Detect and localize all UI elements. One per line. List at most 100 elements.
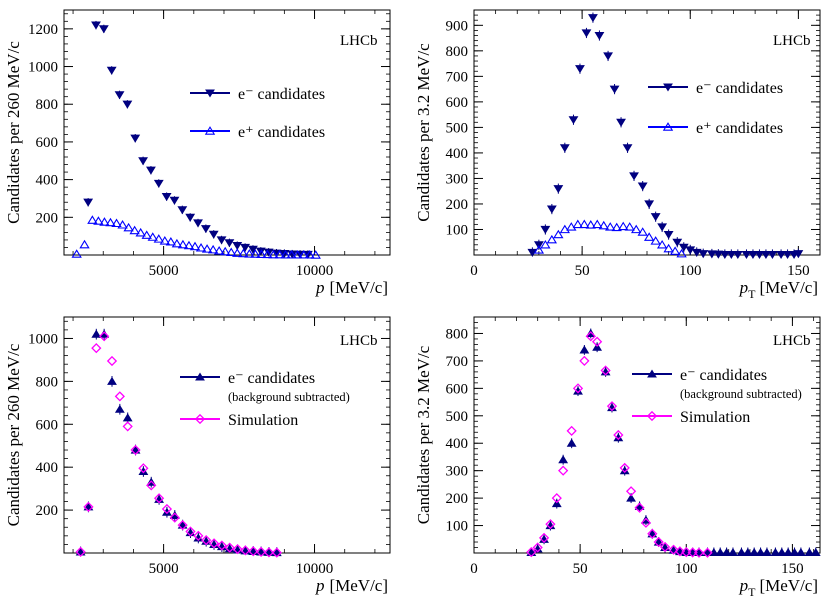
data-point <box>146 166 156 175</box>
data-point <box>263 547 275 558</box>
plot-frame <box>63 316 391 554</box>
data-point <box>741 250 752 260</box>
chart-panel-bottom-right: 0 50 100 150 100 200 300 400 500 600 700 800 Candida… <box>414 316 821 599</box>
legend-marker <box>195 372 205 381</box>
data-point <box>153 179 164 188</box>
data-point <box>193 530 204 541</box>
data-point <box>585 331 596 342</box>
plot-frame <box>473 316 821 554</box>
data-point <box>171 238 183 248</box>
x-axis-label: p [MeV/c] <box>315 278 388 297</box>
x-tick-label: 100 <box>675 561 698 577</box>
data-point <box>742 547 753 557</box>
data-point <box>213 246 225 255</box>
x-tick-label: 50 <box>575 263 590 279</box>
data-point <box>161 193 172 202</box>
y-tick-label: 600 <box>36 417 59 433</box>
data-point <box>532 542 543 553</box>
data-point <box>572 219 583 229</box>
legend-entry-0: e⁻ candidates (background subtracted) <box>180 370 350 404</box>
y-tick-label: 700 <box>446 69 469 85</box>
data-point <box>625 486 637 497</box>
x-axis-unit: [MeV/c] <box>759 576 818 595</box>
data-point <box>129 225 140 235</box>
data-point <box>216 236 227 245</box>
lhcb-label: LHCb <box>340 333 378 349</box>
data-point <box>668 544 679 555</box>
data-point <box>146 480 157 491</box>
data-point <box>659 541 671 553</box>
legend-marker <box>662 122 674 131</box>
data-point <box>208 538 220 549</box>
legend-label: e⁻ candidates <box>228 370 315 387</box>
y-tick-label: 700 <box>446 354 469 370</box>
data-point <box>728 547 738 557</box>
legend-sublabel: (background subtracted) <box>680 387 802 401</box>
data-point <box>274 249 285 259</box>
data-point <box>776 250 786 260</box>
data-point <box>726 250 737 260</box>
y-tick-label: 100 <box>446 222 469 238</box>
data-point <box>669 246 681 255</box>
data-point <box>558 465 569 476</box>
data-point <box>91 21 101 30</box>
data-point <box>93 216 104 225</box>
data-point <box>248 546 259 556</box>
x-tick-label: 5000 <box>149 263 179 279</box>
data-point <box>147 232 158 241</box>
y-tick-label: 400 <box>446 436 469 452</box>
data-point <box>224 239 235 248</box>
data-point <box>99 217 110 226</box>
chart-panel-top-right: 0 50 100 150 100 200 300 400 500 600 700 800 900 Cand… <box>414 9 821 301</box>
data-point <box>546 205 557 214</box>
data-point <box>268 249 279 259</box>
data-point <box>656 239 668 249</box>
data-point <box>624 222 635 231</box>
legend-label: e⁻ candidates <box>696 80 783 97</box>
data-point <box>159 236 170 245</box>
data-point <box>755 547 766 557</box>
x-tick-label: 100 <box>679 263 702 279</box>
data-point <box>122 421 133 432</box>
data-point <box>619 462 630 474</box>
series-0 <box>526 328 821 557</box>
data-point <box>613 429 624 441</box>
legend-entry-0: e⁻ candidates (background subtracted) <box>632 367 802 401</box>
data-point <box>91 342 102 354</box>
x-axis-var: p <box>315 278 325 297</box>
data-point <box>594 31 605 41</box>
data-point <box>304 249 315 259</box>
y-tick-label: 800 <box>446 326 469 342</box>
data-point <box>558 455 569 464</box>
data-point <box>629 172 639 181</box>
data-point <box>255 546 267 558</box>
y-tick-label: 1000 <box>28 60 58 76</box>
y-tick-label: 300 <box>446 464 469 480</box>
data-point <box>721 547 732 557</box>
legend-entry-0: e⁻ candidates <box>648 80 783 97</box>
data-point <box>568 116 579 125</box>
data-point <box>75 546 86 558</box>
data-point <box>545 519 556 530</box>
data-point <box>130 134 141 143</box>
data-point <box>123 222 134 232</box>
legend-marker <box>194 413 206 425</box>
chart-panel-bottom-left: 5000 10000 200 400 600 800 1000 Candidates per … <box>4 316 391 595</box>
data-point <box>663 243 674 253</box>
data-point <box>200 225 211 234</box>
data-point <box>748 250 758 260</box>
x-axis-label: p [MeV/c] <box>315 576 388 595</box>
x-axis-var: p <box>315 576 325 595</box>
x-axis-unit: [MeV/c] <box>759 278 818 297</box>
y-tick-label: 800 <box>446 44 469 60</box>
data-point <box>83 501 94 512</box>
legend-marker <box>663 83 673 92</box>
legend-label: Simulation <box>228 412 298 429</box>
data-point <box>598 220 609 230</box>
data-point <box>310 250 321 259</box>
data-point <box>770 547 781 557</box>
data-point <box>114 404 125 413</box>
y-tick-label: 200 <box>36 503 59 519</box>
data-point <box>177 206 188 215</box>
